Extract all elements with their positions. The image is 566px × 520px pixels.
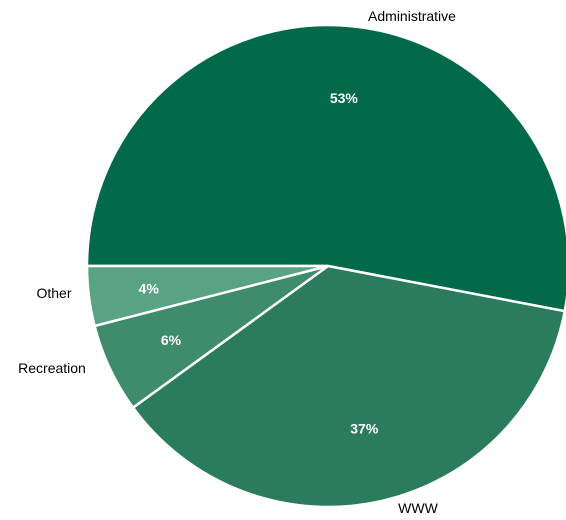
pct-label-other: 4% [139, 281, 160, 297]
pie-slice-other [85, 264, 329, 328]
pie-slices [85, 23, 566, 509]
category-label-www: WWW [398, 500, 438, 516]
pie-slice-administrative [85, 23, 566, 313]
category-labels: Administrative WWW Recreation Other [18, 8, 456, 516]
pct-label-recreation: 6% [161, 332, 182, 348]
category-label-other: Other [36, 285, 71, 301]
pct-label-www: 37% [350, 420, 379, 436]
percentage-labels: 53% 37% 6% 4% [139, 90, 379, 436]
pct-label-administrative: 53% [330, 90, 359, 106]
category-label-recreation: Recreation [18, 360, 86, 376]
pie-slice-www [131, 264, 566, 509]
category-label-administrative: Administrative [368, 8, 456, 24]
